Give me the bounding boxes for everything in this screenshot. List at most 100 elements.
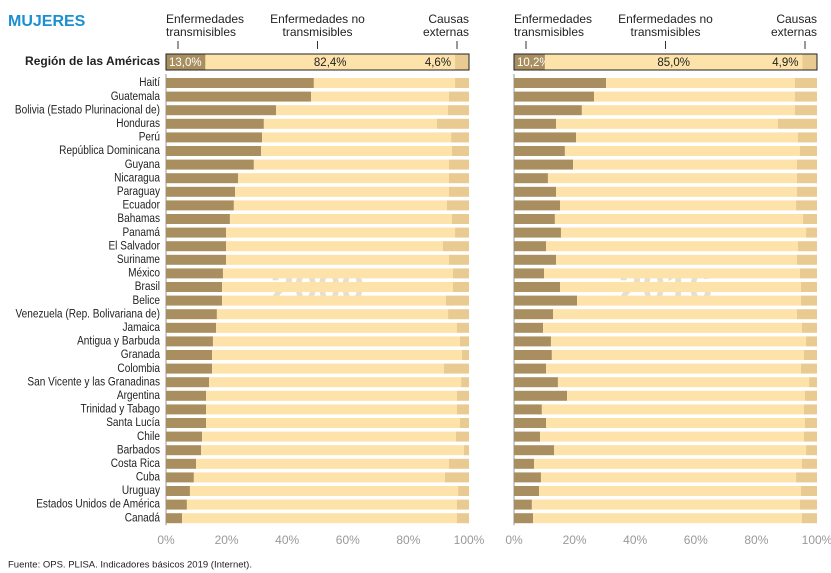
bar-segment <box>546 418 805 428</box>
bar-segment <box>800 282 817 292</box>
bar-segment <box>554 214 804 224</box>
bar-segment <box>448 309 469 320</box>
category-label: El Salvador <box>108 240 160 253</box>
series-header: Enfermedades no transmisibles <box>618 12 713 39</box>
summary-value-label: 82,4% <box>314 57 347 69</box>
bar-segment <box>186 499 457 510</box>
bar-segment <box>166 159 254 170</box>
category-label: Costa Rica <box>111 457 161 470</box>
summary-segment <box>166 54 206 70</box>
bar-segment <box>205 390 457 401</box>
bar-segment <box>797 159 817 170</box>
bar-segment <box>514 322 544 333</box>
bar-segment <box>514 78 607 88</box>
bar-segment <box>436 118 469 129</box>
category-label: Antigua y Barbuda <box>77 335 161 348</box>
bar-segment <box>560 200 797 211</box>
bar-segment <box>514 132 577 143</box>
bar-segment <box>166 336 213 347</box>
category-label: Canadá <box>125 512 161 525</box>
bar-segment <box>514 350 552 360</box>
bar-segment <box>801 513 817 524</box>
bar-segment <box>514 200 561 211</box>
category-label: Belice <box>133 294 160 307</box>
x-tick-label: 80% <box>396 533 420 547</box>
bar-segment <box>182 513 457 524</box>
bar-segment <box>166 295 223 306</box>
bar-segment <box>451 132 469 143</box>
bar-segment <box>797 186 817 197</box>
bar-segment <box>514 486 540 496</box>
bar-segment <box>445 295 469 306</box>
bar-segment <box>514 146 565 156</box>
bar-segment <box>313 78 456 88</box>
bar-segment <box>514 418 547 428</box>
bar-segment <box>514 91 594 102</box>
bar-segment <box>551 350 804 360</box>
bar-segment <box>166 309 217 320</box>
bar-segment <box>166 200 234 211</box>
bar-segment <box>606 78 795 88</box>
bar-segment <box>556 254 798 265</box>
bar-segment <box>456 513 469 524</box>
bar-segment <box>514 241 547 252</box>
category-label: Cuba <box>136 471 161 484</box>
bar-segment <box>514 445 554 456</box>
bar-segment <box>577 295 801 306</box>
category-label: Bolivia (Estado Plurinacional de) <box>15 104 160 117</box>
bar-segment <box>238 173 450 184</box>
category-label: Jamaica <box>122 321 160 334</box>
summary-label: Región de las Américas <box>25 54 160 68</box>
summary-segment <box>802 54 818 70</box>
bar-segment <box>166 350 213 360</box>
category-label: México <box>128 267 160 280</box>
bar-segment <box>215 322 457 333</box>
bar-segment <box>514 363 547 374</box>
summary-segment <box>205 54 456 70</box>
bar-segment <box>193 472 446 483</box>
bar-segment <box>796 200 817 211</box>
bar-segment <box>205 418 460 428</box>
bar-segment <box>456 404 469 415</box>
bar-segment <box>573 159 798 170</box>
category-label: Guatemala <box>111 90 161 103</box>
bar-segment <box>166 214 230 224</box>
bar-segment <box>166 404 206 415</box>
bar-segment <box>581 105 795 116</box>
bar-segment <box>777 118 817 129</box>
bar-segment <box>514 186 557 197</box>
bar-segment <box>459 418 469 428</box>
bar-segment <box>166 118 264 129</box>
category-label: Haití <box>139 76 161 89</box>
bar-segment <box>445 472 469 483</box>
bar-segment <box>166 173 239 184</box>
category-label: Suriname <box>117 253 160 266</box>
bar-segment <box>166 241 226 252</box>
bar-segment <box>801 322 817 333</box>
bar-segment <box>455 78 469 88</box>
bar-segment <box>809 377 817 388</box>
bar-segment <box>514 173 548 184</box>
bar-segment <box>166 390 206 401</box>
bar-segment <box>567 390 805 401</box>
bar-segment <box>556 186 798 197</box>
bar-segment <box>564 146 801 156</box>
category-label: Panamá <box>122 226 160 239</box>
summary-value-label: 13,0% <box>169 57 202 69</box>
x-tick-label: 20% <box>215 533 239 547</box>
bar-segment <box>550 336 807 347</box>
bar-segment <box>800 486 817 496</box>
summary-value-label: 85,0% <box>657 57 690 69</box>
bar-segment <box>540 431 804 442</box>
bar-segment <box>449 254 469 265</box>
bar-segment <box>546 363 801 374</box>
page-title: MUJERES <box>8 13 86 30</box>
bar-segment <box>800 295 817 306</box>
x-tick-label: 40% <box>275 533 299 547</box>
bar-segment <box>514 254 557 265</box>
x-tick-label: 60% <box>684 533 708 547</box>
bar-segment <box>556 118 778 129</box>
bar-segment <box>560 282 801 292</box>
bar-segment <box>803 431 817 442</box>
